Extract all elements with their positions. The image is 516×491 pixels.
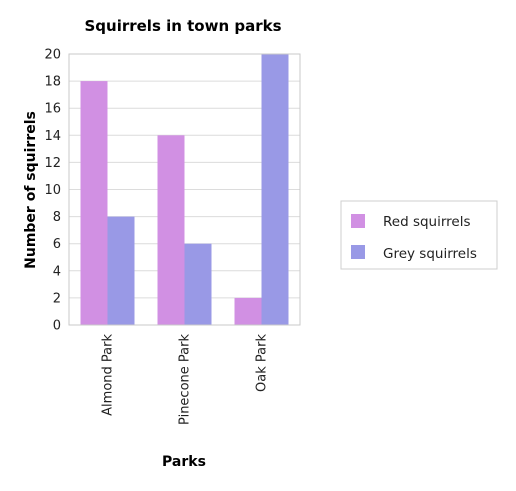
bars [80, 54, 289, 325]
bar-red-squirrels-almond-park [80, 81, 108, 325]
legend-swatch-red-squirrels [351, 214, 365, 228]
bar-red-squirrels-pinecone-park [157, 135, 185, 325]
y-tick-label-20: 20 [44, 48, 61, 63]
chart-title: Squirrels in town parks [84, 17, 281, 35]
y-tick-label-6: 6 [53, 237, 61, 252]
x-tick-label-oak-park: Oak Park [255, 334, 270, 392]
y-tick-label-14: 14 [44, 129, 61, 144]
y-tick-label-8: 8 [53, 210, 61, 225]
y-tick-label-4: 4 [53, 264, 61, 279]
legend: Red squirrels Grey squirrels [340, 200, 498, 270]
bar-grey-squirrels-oak-park [261, 54, 289, 325]
legend-swatch-grey-squirrels [351, 245, 365, 259]
x-axis-title: Parks [162, 454, 206, 470]
y-tick-label-2: 2 [53, 291, 61, 306]
y-tick-label-10: 10 [44, 183, 61, 198]
x-tick-label-almond-park: Almond Park [101, 334, 116, 416]
legend-label-red-squirrels: Red squirrels [383, 214, 471, 230]
y-tick-label-0: 0 [53, 319, 61, 334]
y-tick-label-18: 18 [44, 75, 61, 90]
legend-label-grey-squirrels: Grey squirrels [383, 246, 477, 262]
y-tick-label-12: 12 [44, 156, 61, 171]
plot-frame [68, 53, 301, 326]
y-axis-title: Number of squirrels [23, 111, 39, 269]
x-tick-labels: Almond Park Pinecone Park Oak Park [101, 334, 270, 425]
bar-grey-squirrels-almond-park [107, 216, 135, 325]
bar-red-squirrels-oak-park [234, 297, 262, 325]
x-tick-label-pinecone-park: Pinecone Park [178, 334, 193, 425]
bar-grey-squirrels-pinecone-park [184, 243, 212, 325]
y-tick-label-16: 16 [44, 102, 61, 117]
y-tick-labels: 0 2 4 6 8 10 12 14 16 18 20 [44, 48, 61, 334]
legend-box [340, 200, 498, 270]
